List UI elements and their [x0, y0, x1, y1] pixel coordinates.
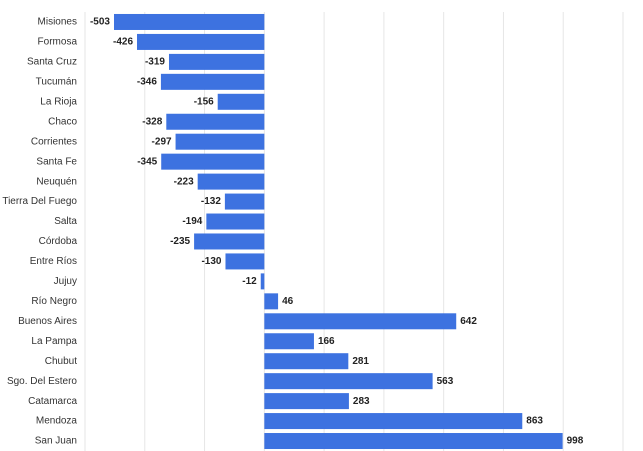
y-tick-label: Mendoza [36, 416, 78, 427]
bar [264, 353, 349, 370]
value-label: 166 [318, 336, 335, 347]
bar [264, 433, 563, 450]
y-tick-label: Catamarca [28, 396, 77, 407]
y-tick-label: Entre Ríos [30, 256, 77, 267]
bar [264, 373, 433, 390]
value-label: -346 [137, 76, 157, 87]
value-label: 998 [567, 436, 584, 447]
y-tick-label: Corrientes [31, 136, 77, 147]
y-tick-label: La Pampa [31, 336, 77, 347]
value-label: 283 [353, 396, 370, 407]
bar [113, 13, 265, 30]
value-label: -426 [113, 37, 133, 48]
bar [224, 193, 265, 210]
y-tick-label: Misiones [38, 17, 77, 28]
y-tick-label: Buenos Aires [18, 316, 77, 327]
bar [264, 333, 314, 350]
bar [264, 293, 279, 310]
value-label: -130 [201, 256, 221, 267]
bar [137, 33, 265, 50]
value-label: -194 [182, 216, 202, 227]
bar [264, 313, 457, 330]
bar [217, 93, 265, 110]
y-tick-label: San Juan [35, 436, 77, 447]
bar [161, 153, 265, 170]
y-tick-label: La Rioja [40, 96, 77, 107]
y-tick-label: Santa Fe [36, 156, 77, 167]
value-label: -156 [194, 96, 214, 107]
bar [175, 133, 265, 150]
value-label: -503 [90, 17, 110, 28]
bar [168, 53, 265, 70]
value-label: -319 [145, 57, 165, 68]
value-label: 642 [460, 316, 477, 327]
value-label: -235 [170, 236, 190, 247]
y-tick-label: Salta [54, 216, 77, 227]
value-label: -297 [152, 136, 172, 147]
bar [166, 113, 265, 130]
bar [160, 73, 265, 90]
y-tick-label: Chubut [45, 356, 77, 367]
bar [264, 413, 523, 430]
bar [264, 393, 349, 410]
value-label: -328 [142, 116, 162, 127]
y-tick-label: Formosa [38, 37, 78, 48]
y-tick-label: Sgo. Del Estero [7, 376, 77, 387]
value-label: 863 [526, 416, 543, 427]
y-tick-label: Córdoba [39, 236, 78, 247]
y-tick-label: Tucumán [36, 76, 77, 87]
value-label: -12 [242, 276, 257, 287]
y-tick-label: Santa Cruz [27, 57, 77, 68]
y-tick-label: Neuquén [36, 176, 77, 187]
value-label: -345 [137, 156, 157, 167]
value-label: -223 [174, 176, 194, 187]
bar [225, 253, 265, 270]
bar [194, 233, 265, 250]
value-label: 46 [282, 296, 294, 307]
bar [206, 213, 265, 230]
value-label: 563 [437, 376, 454, 387]
value-label: 281 [352, 356, 369, 367]
bar [197, 173, 265, 190]
y-tick-label: Tierra Del Fuego [2, 196, 77, 207]
bar [260, 273, 265, 290]
value-label: -132 [201, 196, 221, 207]
y-tick-label: Río Negro [31, 296, 77, 307]
y-tick-label: Jujuy [54, 276, 77, 287]
y-tick-label: Chaco [48, 116, 77, 127]
